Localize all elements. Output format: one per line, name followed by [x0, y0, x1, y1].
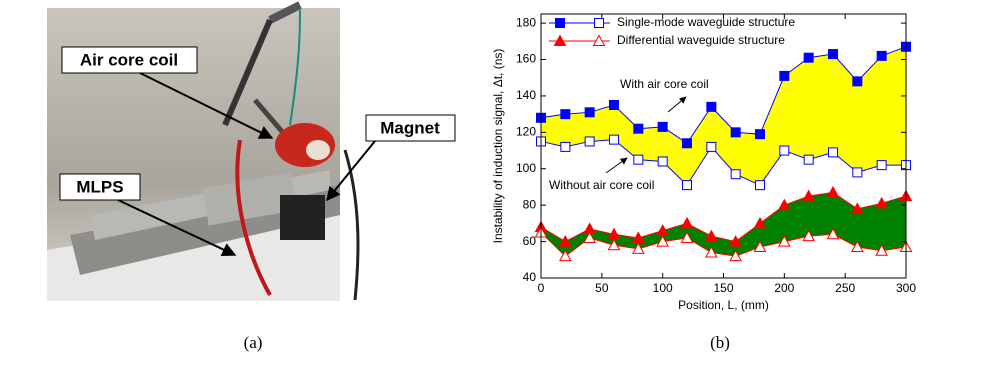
- y-tick-label: 40: [523, 270, 537, 284]
- marker: [729, 249, 743, 262]
- marker: [802, 229, 816, 242]
- marker: [777, 235, 791, 247]
- y-tick-label: 120: [516, 125, 536, 139]
- marker: [633, 154, 644, 165]
- legend-label: Differential waveguide structure: [617, 33, 785, 47]
- marker: [779, 70, 790, 81]
- y-tick-label: 180: [516, 15, 536, 29]
- marker: [558, 249, 572, 262]
- line: [540, 46, 907, 144]
- marker: [876, 160, 887, 171]
- marker: [609, 100, 619, 111]
- marker: [583, 231, 597, 243]
- marker: [803, 154, 814, 165]
- y-tick-label: 60: [523, 234, 537, 248]
- marker: [729, 235, 743, 247]
- arrow: [139, 72, 274, 139]
- marker: [852, 167, 863, 178]
- marker: [779, 145, 790, 156]
- photo-label: Air core coil: [80, 50, 178, 69]
- marker: [607, 238, 621, 251]
- area: [541, 192, 906, 257]
- marker: [828, 147, 838, 158]
- marker: [558, 235, 572, 247]
- marker: [755, 129, 765, 140]
- marker: [852, 76, 863, 87]
- marker: [730, 127, 741, 138]
- arrow: [117, 199, 237, 256]
- marker: [753, 240, 767, 253]
- x-tick-label: 100: [653, 281, 673, 295]
- marker: [609, 134, 619, 145]
- marker: [850, 202, 864, 214]
- marker: [560, 109, 571, 120]
- y-tick-label: 100: [516, 161, 536, 175]
- y-tick-label: 80: [523, 197, 537, 211]
- marker: [755, 180, 765, 191]
- line: [540, 232, 907, 257]
- marker: [730, 169, 741, 180]
- marker: [680, 231, 694, 243]
- marker: [657, 156, 668, 167]
- annotation: Without air core coil: [549, 178, 654, 192]
- caption: (a): [244, 333, 263, 352]
- arrow: [326, 140, 376, 202]
- y-tick-label: 160: [516, 52, 536, 66]
- legend-label: Single-mode waveguide structure: [617, 15, 795, 29]
- marker: [802, 189, 816, 202]
- marker: [555, 18, 565, 28]
- marker: [682, 180, 692, 191]
- area: [541, 46, 906, 186]
- marker: [706, 141, 717, 152]
- marker: [594, 18, 604, 28]
- marker: [633, 123, 644, 134]
- marker: [592, 34, 606, 46]
- x-tick-label: 250: [835, 281, 855, 295]
- x-axis-label: Position, L, (mm): [678, 298, 769, 312]
- marker: [631, 242, 645, 254]
- marker: [826, 185, 840, 198]
- annotation-arrow: [667, 96, 687, 113]
- marker: [875, 244, 889, 256]
- x-tick-label: 300: [896, 281, 916, 295]
- marker: [584, 107, 595, 118]
- marker: [828, 49, 838, 60]
- marker: [704, 245, 718, 258]
- marker: [850, 240, 864, 253]
- caption: (b): [710, 333, 730, 352]
- line: [540, 139, 906, 186]
- marker: [704, 229, 718, 242]
- marker: [826, 227, 840, 240]
- line: [540, 191, 907, 243]
- photo-label: Magnet: [380, 118, 440, 137]
- marker: [682, 138, 692, 149]
- annotation-arrow: [605, 157, 628, 174]
- photo-labels: Air core coil Magnet MLPS: [59, 46, 456, 256]
- label-box: [59, 173, 141, 201]
- photo-label: MLPS: [76, 177, 123, 196]
- marker: [706, 101, 717, 112]
- x-tick-label: 50: [595, 281, 609, 295]
- marker: [656, 235, 670, 247]
- annotation: With air core coil: [620, 77, 709, 91]
- plot: 40 60 80 100 120 140 160 180 0 50 100 150 200 250 300 P…: [491, 13, 916, 312]
- marker: [753, 216, 767, 229]
- x-tick-label: 200: [774, 281, 794, 295]
- x-tick-label: 0: [538, 281, 545, 295]
- marker: [680, 216, 694, 229]
- y-tick-label: 140: [516, 88, 536, 102]
- y-axis-label: Instability of induction signal, Δt, (ns…: [491, 49, 505, 244]
- marker: [560, 141, 571, 152]
- marker: [876, 50, 887, 61]
- label-box: [61, 46, 198, 74]
- marker: [803, 52, 814, 63]
- marker: [553, 34, 567, 46]
- label-box: [365, 114, 456, 142]
- marker: [657, 121, 668, 132]
- x-tick-label: 150: [713, 281, 733, 295]
- marker: [875, 196, 889, 209]
- marker: [584, 136, 595, 147]
- marker: [777, 198, 791, 211]
